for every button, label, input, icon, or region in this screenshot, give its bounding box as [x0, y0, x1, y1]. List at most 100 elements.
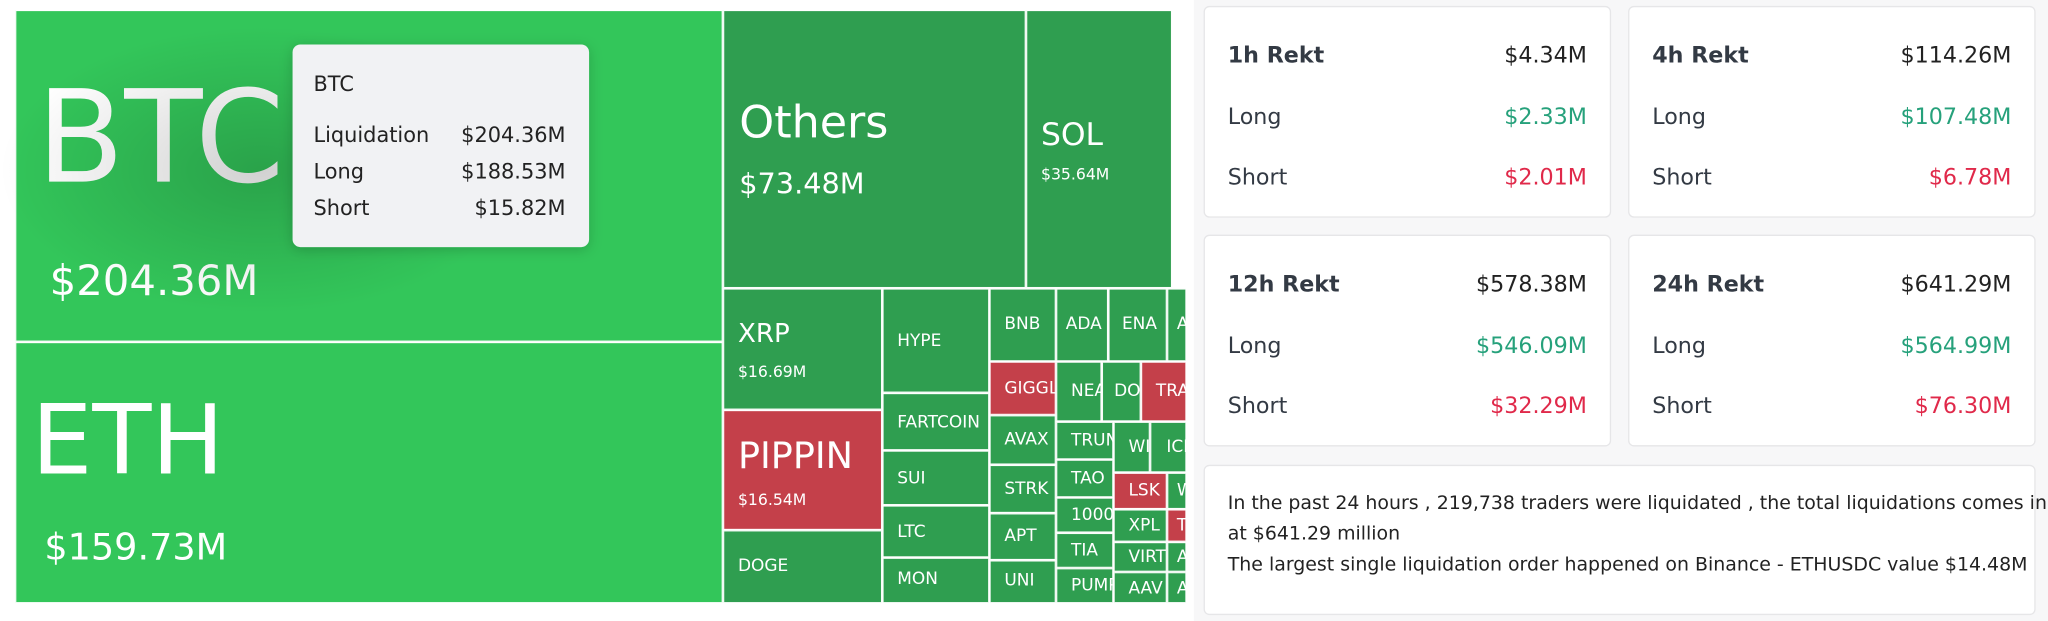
treemap-tile[interactable]: XPL [1114, 509, 1167, 542]
treemap-tile[interactable]: DOGE [723, 530, 882, 603]
tile-label: ENA [1122, 314, 1157, 334]
tile-label: PUMP [1071, 576, 1119, 596]
tile-label: Others [739, 97, 888, 148]
tile-label: T [1176, 516, 1188, 536]
treemap-tile[interactable]: WI [1114, 422, 1150, 472]
card-row-label: Long [1652, 333, 1706, 359]
tile-rect [15, 342, 723, 603]
stats-cards: 1h Rekt $4.34M Long $2.33M Short $2.01M 4h Rek… [1203, 5, 2036, 447]
tile-label: TRA [1155, 381, 1189, 401]
treemap-tile[interactable]: A [1167, 542, 1189, 572]
tile-rect [1102, 362, 1141, 421]
stat-card: 12h Rekt $578.38M Long $546.09M Short $32.29M [1203, 234, 1612, 447]
tile-rect [1056, 362, 1102, 421]
card-bg [1203, 234, 1612, 447]
treemap-tile[interactable]: VIRT [1114, 542, 1167, 572]
treemap-tile[interactable]: TRA [1141, 362, 1190, 421]
treemap-tile[interactable]: Others $73.48M [723, 10, 1026, 288]
treemap-tile[interactable]: TIA [1056, 533, 1113, 568]
tile-rect [990, 465, 1056, 513]
treemap-tile[interactable]: HYPE [882, 288, 989, 393]
card-total: $4.34M [1504, 43, 1587, 69]
tile-rect [990, 560, 1056, 603]
treemap-tile[interactable]: 1000 [1056, 498, 1115, 533]
tooltip-label: Long [313, 160, 364, 184]
treemap-tile[interactable]: GIGGL [990, 362, 1059, 415]
stat-card: 24h Rekt $641.29M Long $564.99M Short $76.30M [1628, 234, 2036, 447]
treemap-tile[interactable]: XRP $16.69M [723, 288, 882, 410]
card-bg [1628, 5, 2036, 218]
treemap-tile[interactable]: W [1167, 473, 1194, 509]
card-total: $114.26M [1900, 43, 2011, 69]
tile-label: A [1177, 578, 1189, 598]
treemap-tile[interactable]: ICP [1150, 422, 1194, 472]
tile-label: TAO [1070, 468, 1105, 488]
card-row-label: Short [1228, 393, 1288, 419]
tile-value: $159.73M [44, 526, 227, 569]
tile-label: AAV [1128, 578, 1163, 598]
card-row-value: $32.29M [1490, 393, 1587, 419]
tile-label: 1000 [1071, 505, 1114, 525]
summary: In the past 24 hours , 219,738 traders w… [1203, 464, 2047, 616]
tile-rect [1056, 422, 1113, 459]
treemap-tile[interactable]: AAV [1114, 572, 1167, 603]
tile-rect [1056, 288, 1108, 361]
treemap-tile[interactable]: LSK [1114, 473, 1167, 509]
tile-rect [1056, 568, 1113, 603]
treemap-tile[interactable]: APT [990, 513, 1056, 560]
treemap-tile[interactable]: DOT [1102, 362, 1151, 421]
tile-label: LTC [897, 522, 925, 542]
treemap-tile[interactable]: A [1167, 288, 1189, 361]
treemap-tile[interactable]: FARTCOIN [882, 393, 989, 450]
summary-line: at $641.29 million [1228, 523, 1400, 545]
card-row-value: $6.78M [1929, 164, 2012, 190]
tile-value: $16.69M [738, 362, 806, 381]
tile-value: $73.48M [739, 167, 864, 201]
stat-card: 1h Rekt $4.34M Long $2.33M Short $2.01M [1203, 5, 1612, 218]
tooltip-label: Short [313, 196, 369, 220]
tile-label: A [1177, 314, 1189, 334]
treemap-tile[interactable]: UNI [990, 560, 1056, 603]
card-total: $641.29M [1900, 271, 2011, 297]
tile-rect [882, 393, 989, 450]
tile-rect [723, 10, 1026, 288]
card-row-value: $546.09M [1476, 333, 1587, 359]
tile-rect [990, 362, 1056, 415]
card-row-label: Long [1228, 104, 1282, 130]
tile-label: W [1177, 480, 1194, 500]
card-row-value: $564.99M [1900, 333, 2011, 359]
treemap-tile[interactable]: A [1167, 572, 1189, 603]
card-row-label: Long [1228, 333, 1282, 359]
tile-label: NEA [1071, 381, 1106, 401]
treemap-tile[interactable]: BNB [990, 288, 1056, 361]
treemap-tile[interactable]: ETH $159.73M [15, 342, 723, 603]
treemap-tile[interactable]: ADA [1056, 288, 1108, 361]
treemap-tile[interactable]: MON [882, 558, 989, 603]
treemap-tile[interactable]: T [1167, 509, 1188, 542]
tile-rect [1167, 473, 1186, 509]
treemap-tile[interactable]: NEA [1056, 362, 1107, 421]
tile-label: MON [897, 569, 938, 589]
treemap-tile[interactable]: PIPPIN $16.54M [723, 410, 882, 530]
tile-rect [1026, 10, 1172, 288]
treemap-tile[interactable]: PUMP [1056, 568, 1119, 603]
tooltip: BTC Liquidation $204.36M Long $188.53M Short $… [0, 26, 590, 314]
card-title: 12h Rekt [1228, 271, 1340, 297]
treemap-tile[interactable]: SOL $35.64M [1026, 10, 1172, 288]
treemap-tile[interactable]: TAO [1056, 460, 1113, 497]
treemap-tile[interactable]: LTC [882, 505, 989, 557]
tile-rect [990, 415, 1056, 465]
tile-rect [1114, 509, 1167, 542]
tooltip-value: $188.53M [461, 160, 565, 184]
treemap-tile[interactable]: TRUN [1056, 422, 1119, 459]
treemap-tile[interactable]: AVAX [990, 415, 1056, 465]
tile-label: AVAX [1004, 429, 1049, 449]
tile-rect [1114, 572, 1167, 603]
treemap-tile[interactable]: SUI [882, 451, 989, 505]
card-total: $578.38M [1476, 271, 1587, 297]
treemap-tile[interactable]: STRK [990, 465, 1056, 513]
tile-label: XRP [738, 319, 790, 349]
treemap-tile[interactable]: ENA [1108, 288, 1167, 361]
